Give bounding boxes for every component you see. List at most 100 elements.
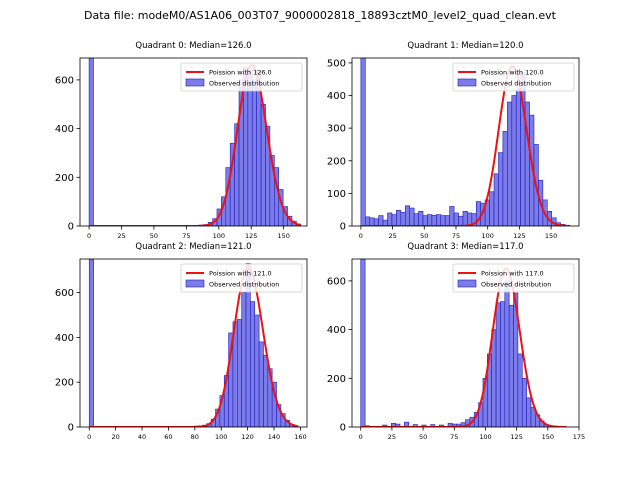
x-tick-label: 50 <box>150 232 158 240</box>
x-axis: 0 20 40 60 80 100 120 140 160 <box>87 427 307 441</box>
histogram-bar <box>526 397 532 427</box>
histogram-bar <box>247 69 253 226</box>
histogram-bar <box>489 191 495 226</box>
axes-frame <box>351 57 580 227</box>
histogram-bar <box>404 205 411 226</box>
histogram-bars <box>88 259 299 427</box>
histogram-bar <box>431 214 437 226</box>
y-tick-label: 0 <box>68 222 74 233</box>
histogram-bar <box>391 214 397 226</box>
legend: Poission with 120.0 Observed distribution <box>452 62 575 92</box>
legend: Poission with 126.0 Observed distribution <box>180 62 303 92</box>
histogram-bar <box>500 301 506 427</box>
legend-bar-swatch <box>457 279 477 288</box>
histogram-bar <box>515 88 521 226</box>
histogram-bar <box>462 211 468 226</box>
histogram-bar <box>427 214 433 226</box>
x-tick-label: 25 <box>388 232 396 240</box>
histogram-bar <box>237 319 242 427</box>
histogram-bar <box>387 212 393 226</box>
subplot-title: Quadrant 3: Median=117.0 <box>407 242 523 252</box>
x-tick-label: 150 <box>277 232 289 240</box>
histogram-bar <box>493 173 499 226</box>
y-tick-label: 200 <box>327 156 346 167</box>
histogram-bar <box>365 216 371 226</box>
histogram-bar <box>400 211 406 226</box>
x-tick-label: 160 <box>294 433 306 441</box>
histogram-bar <box>440 215 446 226</box>
histogram-bar <box>409 207 415 226</box>
histogram-bar <box>254 314 260 427</box>
subplot-quadrant-1: Quadrant 1: Median=120.00100200300400500… <box>327 41 580 240</box>
legend-bar-swatch <box>185 279 205 288</box>
y-tick-label: 200 <box>55 378 74 389</box>
y-axis: 0 200 400 600 <box>55 288 80 434</box>
x-tick-label: 80 <box>191 433 199 441</box>
x-tick-label: 20 <box>111 433 119 441</box>
x-axis: 0 25 50 75 100 125 150 <box>359 226 557 240</box>
axes-frame <box>79 57 308 227</box>
x-axis: 0 25 50 75 100 125 150 <box>87 226 290 240</box>
y-tick-label: 100 <box>327 189 346 200</box>
y-tick-label: 0 <box>340 222 346 233</box>
subplot-title: Quadrant 2: Median=121.0 <box>135 242 251 252</box>
x-tick-label: 0 <box>359 433 363 441</box>
y-tick-label: 600 <box>55 288 74 299</box>
histogram-bar <box>508 304 514 427</box>
subplot-quadrant-3: Quadrant 3: Median=117.0 0 200 400 600 0 25 50 7… <box>327 242 585 441</box>
x-tick-label: 0 <box>87 232 91 240</box>
histogram-bar <box>436 214 442 226</box>
histogram-bar <box>360 58 366 226</box>
histogram-bar <box>413 213 419 226</box>
histogram-bar <box>360 259 366 427</box>
y-tick-label: 0 <box>68 423 74 434</box>
x-tick-label: 25 <box>388 433 396 441</box>
legend-bar-swatch <box>185 78 205 87</box>
histogram-bar <box>504 280 510 427</box>
histogram-bar <box>449 206 455 226</box>
histogram-bar <box>495 302 501 427</box>
subplot-title: Quadrant 0: Median=126.0 <box>135 41 251 51</box>
x-tick-label: 175 <box>573 433 585 441</box>
histogram-bar <box>250 301 256 427</box>
x-tick-label: 125 <box>510 433 522 441</box>
legend-bar-label: Observed distribution <box>481 281 551 289</box>
legend-line-label: Poission with 120.0 <box>481 69 544 77</box>
y-tick-label: 400 <box>327 91 346 102</box>
legend-frame <box>452 62 575 92</box>
y-tick-label: 500 <box>327 58 346 69</box>
x-tick-label: 75 <box>450 433 458 441</box>
x-tick-label: 125 <box>245 232 257 240</box>
subplot-quadrant-0: Quadrant 0: Median=126.0 0 200 400 600 0 25 50 7… <box>55 41 308 240</box>
y-axis: 0 100 200 300 400 500 <box>327 58 352 233</box>
x-tick-label: 75 <box>452 232 460 240</box>
x-tick-label: 100 <box>213 232 225 240</box>
x-tick-label: 100 <box>479 433 491 441</box>
histogram-bar <box>491 329 497 427</box>
x-tick-label: 40 <box>138 433 146 441</box>
y-tick-label: 400 <box>327 325 346 336</box>
y-tick-label: 600 <box>327 276 346 287</box>
histogram-bar <box>396 210 402 226</box>
histogram-bar <box>378 215 384 226</box>
histogram-bar <box>444 215 450 226</box>
x-tick-label: 140 <box>268 433 280 441</box>
histogram-bar <box>418 211 424 226</box>
histogram-bar <box>498 152 504 226</box>
histogram-bar <box>251 79 257 226</box>
legend-bar-label: Observed distribution <box>481 80 551 88</box>
figure-title: Data file: modeM0/AS1A06_003T07_90000028… <box>84 9 557 22</box>
y-tick-label: 200 <box>55 173 74 184</box>
histogram-bar <box>458 215 464 226</box>
legend-bar-label: Observed distribution <box>209 80 279 88</box>
legend-line-label: Poission with 117.0 <box>481 270 544 278</box>
y-tick-label: 200 <box>327 374 346 385</box>
histogram-bar <box>88 259 94 427</box>
histogram-bar <box>507 101 513 226</box>
x-tick-label: 150 <box>542 433 554 441</box>
legend-line-label: Poission with 121.0 <box>209 270 272 278</box>
histogram-bar <box>453 212 459 226</box>
x-tick-label: 25 <box>117 232 125 240</box>
